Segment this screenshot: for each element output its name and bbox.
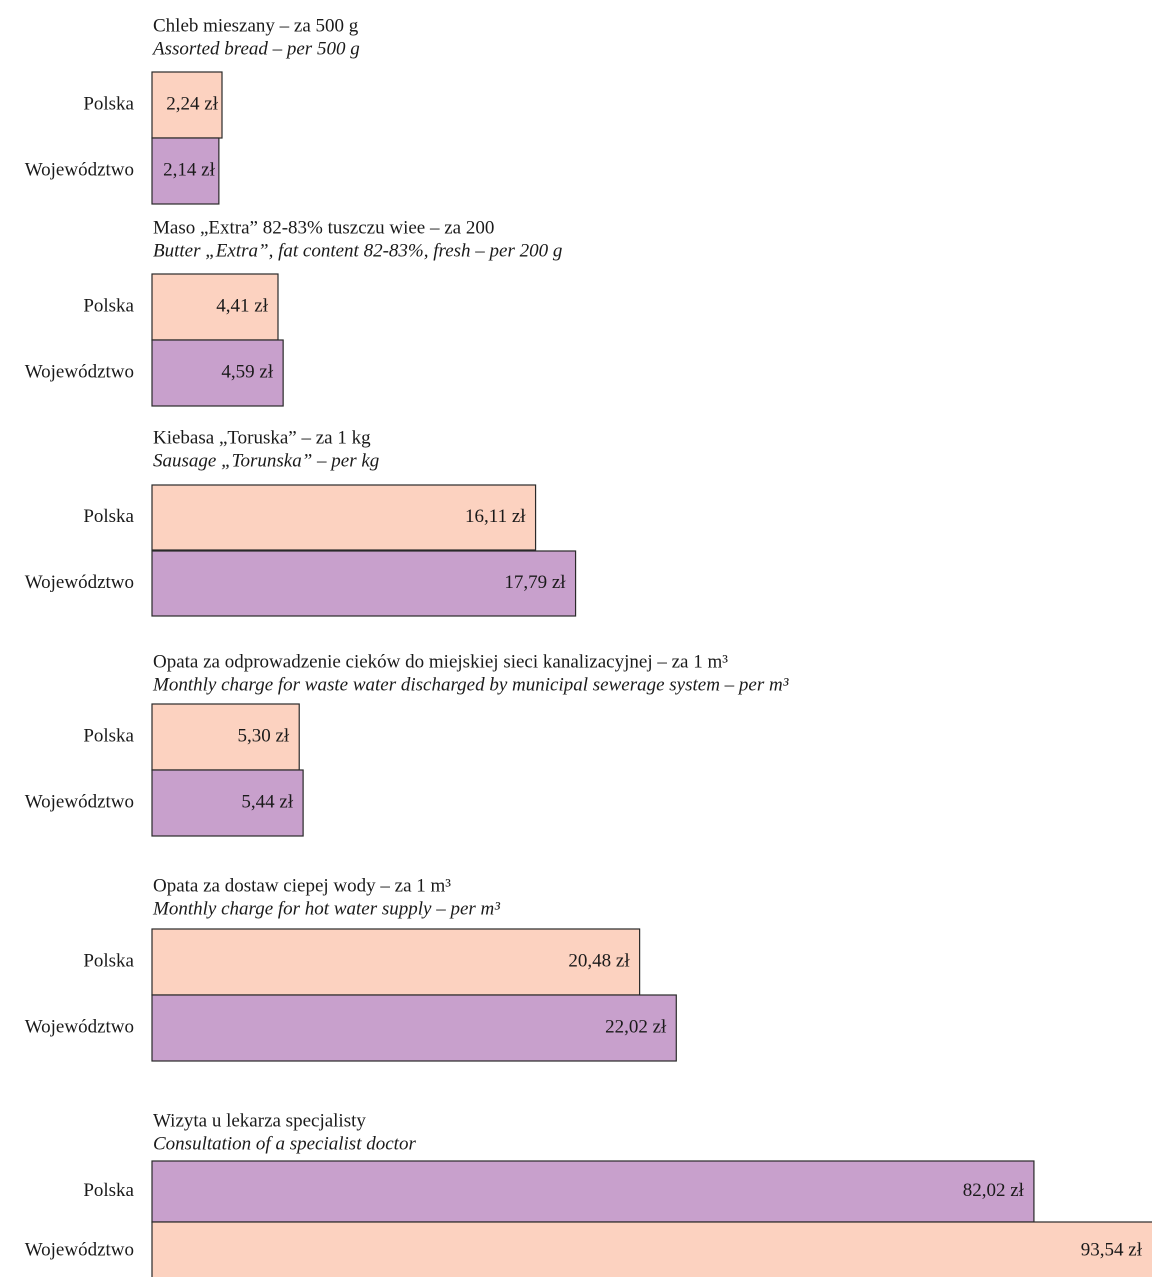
chart-subtitle: Butter „Extra”, fat content 82-83%, fres… [153,240,562,261]
category-label: Polska [83,950,134,971]
bar-chart: Opata za dostaw ciepej wody – za 1 m³Mon… [25,875,677,1062]
category-label: Województwo [25,1016,134,1037]
chart-title: Opata za dostaw ciepej wody – za 1 m³ [153,875,451,896]
chart-subtitle: Consultation of a specialist doctor [153,1133,416,1154]
value-label: 2,24 zł [166,93,218,114]
bar [151,1160,1035,1223]
chart-title: Opata za odprowadzenie cieków do miejski… [153,651,728,672]
category-label: Polska [83,1180,134,1201]
category-label: Województwo [25,791,134,812]
chart-subtitle: Monthly charge for hot water supply – pe… [152,898,500,919]
bar [151,994,677,1062]
bar-chart: Opata za odprowadzenie cieków do miejski… [25,651,789,837]
bar [151,273,279,341]
value-label: 2,14 zł [163,159,215,180]
value-label: 22,02 zł [605,1016,667,1037]
value-label: 5,44 zł [241,791,293,812]
bar [151,339,284,407]
bar [151,1221,1152,1277]
category-label: Województwo [25,159,134,180]
bar [151,928,641,996]
bar [151,137,220,205]
bar [151,484,537,551]
value-label: 4,59 zł [221,361,273,382]
value-label: 20,48 zł [568,950,630,971]
chart-title: Kiebasa „Toruska” – za 1 kg [153,427,371,448]
bar [151,550,577,617]
chart-subtitle: Monthly charge for waste water discharge… [152,674,789,695]
value-label: 4,41 zł [216,295,268,316]
value-label: 17,79 zł [504,572,566,593]
chart-subtitle: Assorted bread – per 500 g [151,38,360,59]
value-label: 93,54 zł [1081,1239,1143,1260]
chart-title: Maso „Extra” 82-83% tuszczu wiee – za 20… [153,217,494,238]
bar [151,71,223,139]
chart-subtitle: Sausage „Torunska” – per kg [153,450,379,471]
bar-chart: Wizyta u lekarza specjalistyConsultation… [25,1110,1152,1277]
value-label: 5,30 zł [238,725,290,746]
value-label: 16,11 zł [465,506,526,527]
chart-title: Wizyta u lekarza specjalisty [153,1110,366,1131]
category-label: Województwo [25,361,134,382]
category-label: Polska [83,725,134,746]
category-label: Polska [83,93,134,114]
category-label: Województwo [25,572,134,593]
category-label: Polska [83,295,134,316]
chart-title: Chleb mieszany – za 500 g [153,15,359,36]
value-label: 82,02 zł [963,1180,1025,1201]
category-label: Polska [83,506,134,527]
bar-chart: Maso „Extra” 82-83% tuszczu wiee – za 20… [25,217,562,407]
category-label: Województwo [25,1239,134,1260]
bar [151,769,304,837]
